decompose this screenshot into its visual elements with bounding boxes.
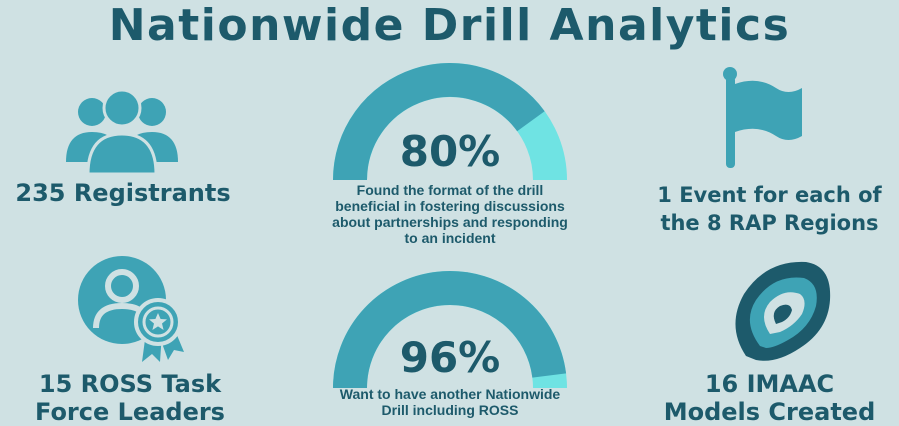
gauge-another-drill: 96% [330, 270, 570, 389]
gauge-1-desc-line2: beneficial in fostering discussions [335, 198, 565, 214]
gauge-arc-2 [333, 271, 567, 389]
flag-icon [723, 67, 802, 168]
gauge-arc-1 [333, 63, 567, 181]
events-label-line1: 1 Event for each of [657, 183, 882, 207]
registrants-label: 235 Registrants [15, 179, 231, 207]
models-label-line2: Models Created [663, 398, 876, 426]
events-label-line2: the 8 RAP Regions [660, 211, 879, 235]
leaders-label-line2: Force Leaders [35, 398, 225, 426]
gauge-1-percent: 80% [399, 127, 501, 176]
gauge-format-beneficial: 80% [330, 62, 570, 181]
gauge-1-desc-line1: Found the format of the drill [356, 182, 544, 198]
gauge-1-desc-line3: about partnerships and responding [332, 214, 568, 230]
gauge-1-desc-line4: to an incident [404, 230, 496, 246]
leaders-label-line1: 15 ROSS Task [38, 370, 222, 398]
gauge-2-desc-line2: Drill including ROSS [381, 402, 519, 418]
gauge-2-percent: 96% [399, 333, 501, 382]
people-group-icon [66, 88, 178, 176]
user-badge-icon [78, 256, 184, 362]
gauge-2-desc-line1: Want to have another Nationwide [339, 386, 561, 402]
page-title: Nationwide Drill Analytics [108, 0, 791, 51]
imaac-swirl-icon [735, 261, 831, 361]
models-label-line1: 16 IMAAC [704, 370, 835, 398]
